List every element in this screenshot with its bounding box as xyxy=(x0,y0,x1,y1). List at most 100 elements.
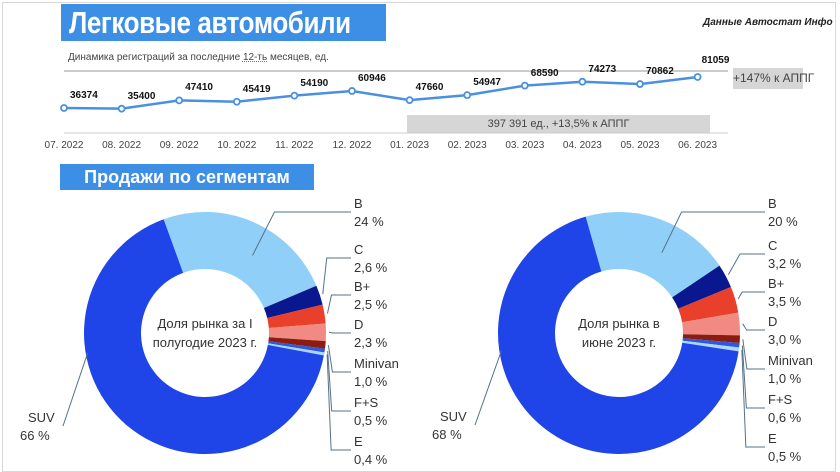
data-point xyxy=(60,104,68,112)
data-point xyxy=(636,80,644,88)
leader-line xyxy=(326,354,351,451)
data-point xyxy=(175,96,184,105)
x-tick-label: 05. 2023 xyxy=(620,140,660,151)
data-point xyxy=(348,87,356,95)
data-point xyxy=(520,81,529,90)
slice-label-value: 2,6 % xyxy=(354,260,388,275)
leader-line xyxy=(62,352,89,427)
data-label: 70862 xyxy=(646,66,674,78)
slice-label-name: D xyxy=(768,314,778,329)
data-label: 54947 xyxy=(473,77,501,89)
leader-line xyxy=(742,323,765,331)
slice-label-value: 0,5 % xyxy=(354,413,388,428)
slice-b-plus xyxy=(678,287,739,323)
data-point xyxy=(693,73,702,81)
leader-line xyxy=(661,211,765,253)
slice-minivan xyxy=(268,337,326,349)
data-label: 81059 xyxy=(701,55,730,66)
total-badge: 397 391 ед., +13,5% к АППГ xyxy=(407,115,710,133)
slice-b xyxy=(585,211,720,298)
slice-c xyxy=(263,285,323,318)
leader-line xyxy=(252,211,351,256)
leader-line xyxy=(741,345,765,409)
data-point xyxy=(117,104,126,113)
leader-line xyxy=(727,253,765,275)
slice-label-name: B xyxy=(354,196,363,211)
slice-label-name: SUV xyxy=(28,410,55,425)
slice-f-pluss xyxy=(268,341,325,353)
x-tick-label: 09. 2022 xyxy=(159,140,199,151)
x-tick-label: 10. 2022 xyxy=(217,140,257,151)
slice-label-name: F+S xyxy=(768,392,793,407)
slice-minivan xyxy=(682,334,740,344)
slice-label-value: 1,0 % xyxy=(354,374,388,389)
slice-label-value: 0,5 % xyxy=(768,449,802,464)
slice-label-value: 3,0 % xyxy=(768,332,802,347)
slice-b-plus xyxy=(267,304,326,328)
leader-line xyxy=(328,331,351,334)
slice-label-value: 2,3 % xyxy=(354,335,388,350)
slice-label-name: E xyxy=(354,434,363,449)
leader-line xyxy=(474,350,502,426)
data-point xyxy=(232,97,241,106)
data-label: 47410 xyxy=(185,82,213,94)
data-point xyxy=(578,77,587,86)
slice-label-value: 20 % xyxy=(768,214,798,229)
slice-label-name: SUV xyxy=(440,409,467,424)
slice-label-value: 66 % xyxy=(20,428,50,443)
leader-line xyxy=(327,345,351,373)
slice-label-value: 3,5 % xyxy=(768,294,802,309)
data-label: 60946 xyxy=(358,72,386,84)
slice-label-value: 3,2 % xyxy=(768,256,802,271)
slice-label-name: C xyxy=(768,238,778,253)
data-label: 35400 xyxy=(127,90,156,102)
leader-line xyxy=(737,291,765,300)
data-point xyxy=(463,91,472,100)
data-label: 45419 xyxy=(242,83,271,95)
section-title: Продажи по сегментам xyxy=(60,164,314,190)
data-label: 36374 xyxy=(70,90,98,101)
x-tick-label: 01. 2023 xyxy=(390,140,430,151)
x-tick-label: 08. 2022 xyxy=(102,140,142,151)
x-tick-label: 11. 2022 xyxy=(275,140,314,151)
series-line xyxy=(63,75,698,110)
x-tick-label: 04. 2023 xyxy=(562,140,602,151)
x-tick-label: 03. 2023 xyxy=(505,140,545,151)
slice-suv xyxy=(497,216,739,454)
slice-label-value: 0,6 % xyxy=(768,410,802,425)
page-title: Легковые автомобили xyxy=(69,5,351,40)
data-label: 68590 xyxy=(530,67,559,79)
slice-label-name: F+S xyxy=(354,395,379,410)
registrations-line-chart xyxy=(60,70,728,134)
data-label: 54190 xyxy=(300,77,329,89)
data-label: 74273 xyxy=(588,63,617,75)
slice-label-name: D xyxy=(354,317,364,332)
x-tick-label: 12. 2022 xyxy=(332,140,372,151)
slice-label-value: 2,5 % xyxy=(354,297,388,312)
donut2-center-text: Доля рынка в июне 2023 г. xyxy=(578,316,660,350)
slice-d xyxy=(268,323,326,342)
leader-line xyxy=(326,294,351,314)
slice-label-name: Minivan xyxy=(768,353,813,368)
data-label: 47660 xyxy=(415,82,444,94)
x-tick-label: 07. 2022 xyxy=(44,140,84,151)
x-tick-label: 06. 2023 xyxy=(678,140,718,151)
leader-line xyxy=(742,339,765,370)
slice-label-value: 0,4 % xyxy=(354,452,388,467)
leader-line xyxy=(327,351,351,412)
slice-e xyxy=(682,340,740,352)
slice-label-name: B+ xyxy=(768,276,785,291)
slice-label-name: C xyxy=(354,242,364,257)
yoy-badge: +147% к АППГ xyxy=(733,68,814,89)
leader-line xyxy=(322,257,351,295)
slice-e xyxy=(267,343,325,356)
leader-line xyxy=(741,349,765,448)
slice-c xyxy=(672,265,731,309)
data-point xyxy=(405,96,414,105)
page-title-box: Легковые автомобили xyxy=(61,4,386,41)
slice-label-value: 68 % xyxy=(432,427,462,442)
data-source: Данные Автостат Инфо xyxy=(703,17,833,28)
slice-d xyxy=(682,312,741,336)
